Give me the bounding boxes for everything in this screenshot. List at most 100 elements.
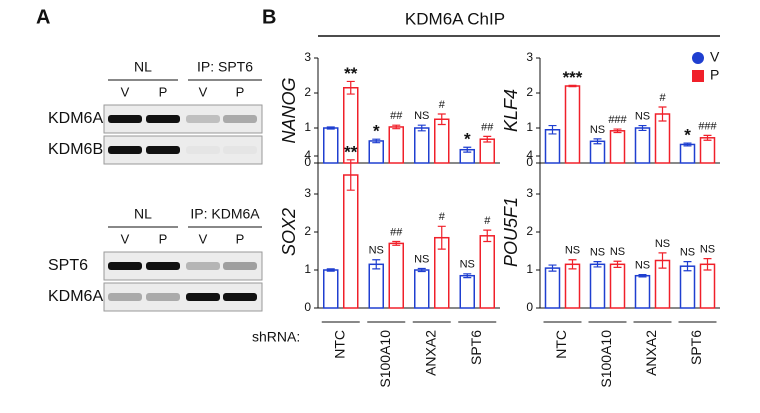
y-axis-label: SOX2 (279, 208, 299, 256)
significance-label: ** (344, 142, 358, 161)
bar (368, 140, 384, 164)
significance-label: NS (635, 259, 650, 271)
bar (388, 242, 404, 309)
error-bar (548, 264, 557, 272)
band (223, 262, 257, 270)
bar (589, 263, 606, 309)
bar (634, 127, 651, 164)
band (146, 115, 180, 123)
group-label: IP: SPT6 (197, 59, 253, 75)
significance-label: NS (635, 110, 650, 122)
error-bar (593, 138, 602, 145)
error-bar (392, 240, 401, 246)
bar (323, 269, 339, 309)
band (186, 293, 220, 301)
lane-label: V (199, 84, 208, 99)
bar (699, 137, 716, 164)
significance-label: NS (590, 247, 605, 259)
lane-label: P (236, 84, 245, 99)
significance-label: # (439, 99, 446, 111)
bar (434, 118, 450, 164)
y-tick-label: 1 (304, 120, 311, 134)
band (146, 262, 180, 270)
panel-label: B (262, 6, 276, 28)
lane-label: P (159, 231, 168, 246)
bar (564, 263, 581, 309)
error-bar (346, 159, 355, 191)
significance-label: *** (563, 68, 583, 87)
y-axis-label: POU5F1 (501, 197, 521, 267)
significance-label: NS (414, 110, 429, 122)
error-bar (658, 252, 667, 269)
group-label: NL (134, 206, 152, 222)
x-tick-label: NTC (331, 330, 347, 359)
panel-label: A (36, 6, 50, 28)
x-tick-label: SPT6 (688, 330, 704, 365)
y-tick-label: 0 (526, 300, 533, 314)
lane-label: V (121, 84, 130, 99)
error-bar (483, 135, 492, 143)
band (223, 115, 257, 123)
significance-label: ## (390, 110, 403, 122)
row-label: KDM6B (48, 141, 103, 158)
y-tick-label: 4 (526, 148, 533, 162)
error-bar (326, 126, 335, 130)
y-axis-label: NANOG (279, 77, 299, 143)
error-bar (638, 273, 647, 278)
significance-label: ## (481, 121, 494, 133)
error-bar (568, 84, 577, 88)
bar (679, 143, 696, 164)
band (108, 146, 142, 154)
y-tick-label: 1 (304, 262, 311, 276)
error-bar (613, 128, 622, 134)
legend-label: P (710, 67, 719, 83)
error-bar (703, 258, 712, 271)
y-tick-label: 2 (526, 85, 533, 99)
bar (414, 127, 430, 164)
lane-label: V (121, 231, 130, 246)
x-tick-label: S100A10 (377, 330, 393, 388)
error-bar (346, 80, 355, 95)
significance-label: # (484, 215, 491, 227)
x-tick-label: S100A10 (598, 330, 614, 388)
error-bar (683, 142, 692, 147)
error-bar (593, 261, 602, 268)
error-bar (483, 229, 492, 243)
error-bar (658, 106, 667, 122)
significance-label: ## (390, 226, 403, 238)
significance-label: ### (608, 114, 627, 126)
error-bar (703, 134, 712, 141)
band (223, 293, 257, 301)
significance-label: # (439, 211, 446, 223)
y-tick-label: 0 (526, 155, 533, 169)
bar (609, 130, 626, 164)
legend-marker (692, 52, 704, 64)
significance-label: NS (414, 253, 429, 265)
significance-label: NS (565, 245, 580, 257)
x-axis-label: shRNA: (252, 329, 300, 345)
significance-label: NS (610, 246, 625, 258)
bar (589, 140, 606, 164)
error-bar (326, 268, 335, 272)
bar (609, 263, 626, 309)
row-label: SPT6 (48, 257, 88, 274)
significance-label: NS (655, 238, 670, 250)
bar (323, 127, 339, 164)
bar (699, 263, 716, 309)
y-tick-label: 1 (526, 120, 533, 134)
y-tick-label: 2 (304, 224, 311, 238)
y-axis-label: KLF4 (501, 89, 521, 132)
y-tick-label: 4 (304, 148, 311, 162)
x-tick-label: ANXA2 (643, 330, 659, 376)
error-bar (372, 259, 381, 270)
band (146, 146, 180, 154)
error-bar (417, 124, 426, 132)
x-tick-label: SPT6 (468, 330, 484, 365)
group-label: NL (134, 59, 152, 75)
bar (479, 235, 495, 309)
error-bar (638, 124, 647, 132)
significance-label: NS (700, 244, 715, 256)
error-bar (683, 261, 692, 272)
significance-label: ### (698, 120, 717, 132)
error-bar (548, 124, 557, 135)
